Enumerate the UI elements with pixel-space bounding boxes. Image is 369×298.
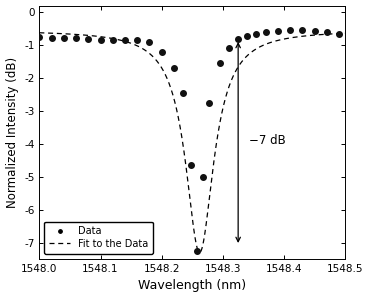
Fit to the Data	[334, 32, 339, 35]
Y-axis label: Normalized Intensity (dB): Normalized Intensity (dB)	[6, 57, 18, 208]
Fit to the Data	[278, 38, 283, 42]
Fit to the Data	[178, 124, 182, 128]
Data	[325, 30, 329, 34]
Line: Data: Data	[37, 27, 342, 254]
Data	[288, 28, 292, 32]
Data	[313, 29, 317, 33]
Data	[254, 32, 259, 35]
Fit to the Data	[37, 31, 42, 35]
Fit to the Data	[53, 32, 57, 35]
Data	[62, 36, 66, 40]
Fit to the Data	[334, 32, 338, 35]
Data	[147, 40, 152, 44]
X-axis label: Wavelength (nm): Wavelength (nm)	[138, 280, 246, 292]
Data	[181, 91, 185, 94]
Data	[159, 50, 164, 53]
Data	[111, 39, 115, 42]
Data	[49, 36, 54, 40]
Data	[195, 249, 199, 253]
Data	[207, 101, 211, 105]
Data	[37, 35, 42, 39]
Data	[98, 38, 103, 42]
Fit to the Data	[186, 181, 190, 185]
Data	[201, 175, 206, 179]
Data	[86, 37, 90, 41]
Data	[218, 61, 222, 65]
Data	[189, 163, 193, 167]
Data	[227, 46, 231, 50]
Legend: Data, Fit to the Data: Data, Fit to the Data	[44, 221, 154, 254]
Data	[337, 32, 341, 35]
Data	[74, 37, 78, 40]
Data	[172, 66, 176, 70]
Data	[135, 39, 139, 42]
Data	[263, 30, 268, 34]
Text: −7 dB: −7 dB	[249, 134, 286, 147]
Data	[123, 39, 127, 42]
Data	[236, 37, 240, 41]
Fit to the Data	[343, 32, 347, 35]
Fit to the Data	[197, 251, 202, 254]
Data	[300, 28, 304, 32]
Line: Fit to the Data: Fit to the Data	[39, 33, 345, 252]
Data	[276, 29, 280, 33]
Data	[245, 34, 249, 38]
